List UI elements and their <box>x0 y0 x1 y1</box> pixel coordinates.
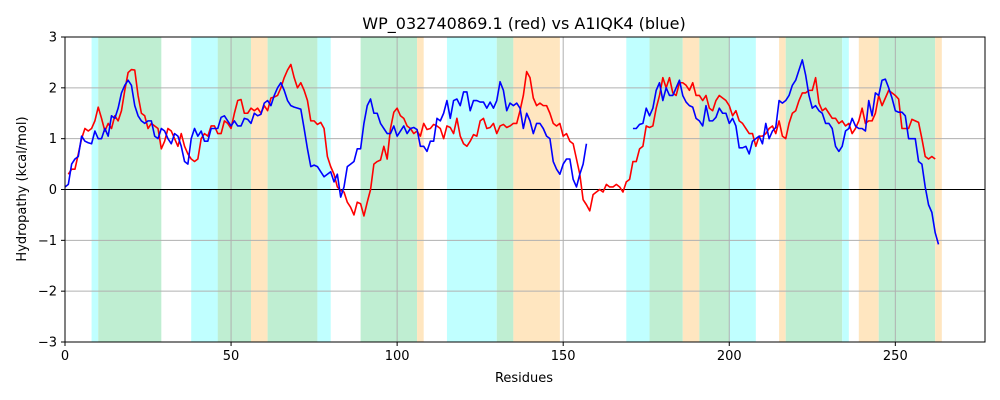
x-tick-label: 250 <box>883 349 908 364</box>
y-tick-label: 0 <box>49 183 57 198</box>
x-tick-label: 0 <box>61 349 69 364</box>
x-tick-label: 100 <box>385 349 410 364</box>
chart-title: WP_032740869.1 (red) vs A1IQK4 (blue) <box>362 14 685 34</box>
y-tick-label: 3 <box>49 31 57 46</box>
y-tick-label: −3 <box>38 336 57 351</box>
series-line-1 <box>64 79 588 198</box>
series-line-2 <box>632 59 940 245</box>
y-tick-label: −2 <box>38 285 57 300</box>
x-axis-ticks: 0 50 100 150 200 250 <box>61 342 908 364</box>
y-axis-ticks: −3 −2 −1 0 1 2 3 <box>38 31 65 351</box>
x-tick-label: 200 <box>717 349 742 364</box>
y-axis-label: Hydropathy (kcal/mol) <box>15 116 30 261</box>
y-tick-label: −1 <box>38 234 57 249</box>
series-lines <box>64 59 940 245</box>
y-tick-label: 1 <box>49 132 57 147</box>
y-tick-label: 2 <box>49 81 57 96</box>
x-axis-label: Residues <box>495 371 553 386</box>
series-line-0 <box>67 63 936 217</box>
x-tick-label: 150 <box>551 349 576 364</box>
x-tick-label: 50 <box>223 349 240 364</box>
